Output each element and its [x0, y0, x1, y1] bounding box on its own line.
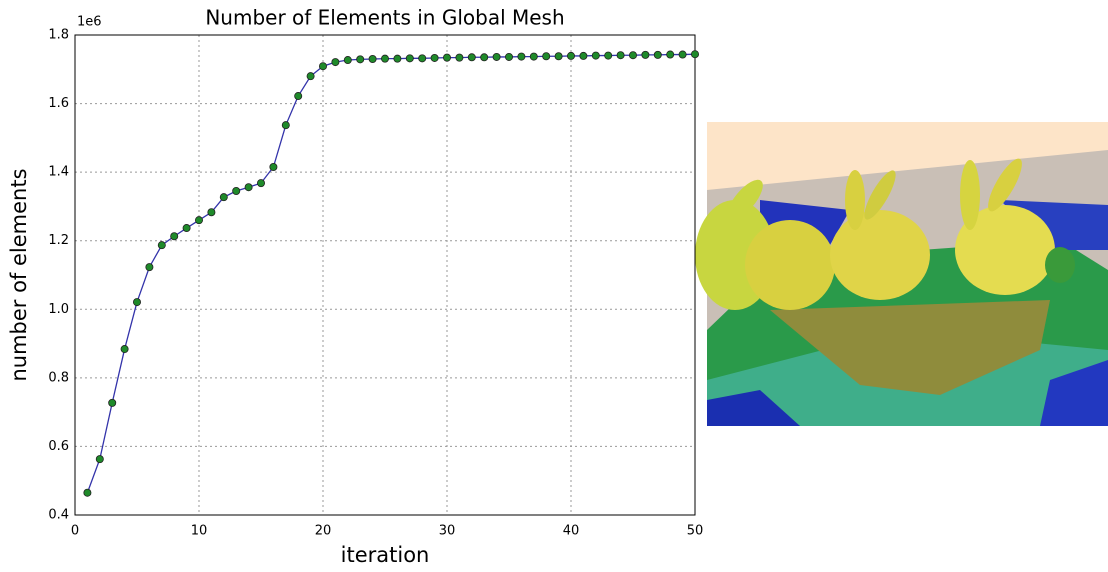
- data-point: [319, 63, 326, 70]
- data-point: [295, 92, 302, 99]
- data-point: [543, 53, 550, 60]
- data-point: [580, 52, 587, 59]
- data-point: [332, 58, 339, 65]
- data-point: [419, 55, 426, 62]
- data-point: [443, 54, 450, 61]
- chart: Number of Elements in Global Mesh iterat…: [0, 0, 1108, 568]
- data-point: [679, 51, 686, 58]
- data-point: [431, 54, 438, 61]
- data-point: [158, 242, 165, 249]
- data-point: [245, 184, 252, 191]
- data-point: [456, 54, 463, 61]
- data-point: [282, 122, 289, 129]
- data-point: [357, 56, 364, 63]
- data-point: [369, 55, 376, 62]
- data-point: [109, 399, 116, 406]
- y-tick-label: 0.4: [48, 508, 69, 523]
- y-tick-label: 0.6: [48, 439, 69, 454]
- data-point: [518, 53, 525, 60]
- y-offset-label: 1e6: [77, 15, 102, 30]
- data-point: [146, 264, 153, 271]
- data-point: [84, 489, 91, 496]
- data-point: [406, 55, 413, 62]
- data-point: [505, 53, 512, 60]
- x-tick-label: 20: [315, 524, 332, 539]
- x-axis-label: iteration: [341, 543, 430, 567]
- data-point: [208, 209, 215, 216]
- data-point: [481, 54, 488, 61]
- y-tick-label: 1.6: [48, 96, 69, 111]
- data-point: [344, 56, 351, 63]
- data-point: [617, 52, 624, 59]
- y-axis-label: number of elements: [7, 168, 31, 381]
- data-point: [195, 217, 202, 224]
- y-tick-label: 0.8: [48, 370, 69, 385]
- y-tick-label: 1.2: [48, 233, 69, 248]
- page: {"chart_data": {"type": "line", "title":…: [0, 0, 1108, 568]
- data-point: [654, 51, 661, 58]
- data-point: [691, 51, 698, 58]
- data-point: [96, 456, 103, 463]
- y-tick-label: 1.0: [48, 302, 69, 317]
- data-point: [642, 51, 649, 58]
- data-point: [270, 163, 277, 170]
- x-tick-label: 50: [687, 524, 704, 539]
- y-tick-label: 1.8: [48, 28, 69, 43]
- data-point: [667, 51, 674, 58]
- data-point: [183, 224, 190, 231]
- x-tick-label: 10: [191, 524, 208, 539]
- data-point: [394, 55, 401, 62]
- data-point: [171, 233, 178, 240]
- data-point: [605, 52, 612, 59]
- data-point: [468, 54, 475, 61]
- data-point: [530, 53, 537, 60]
- data-point: [121, 345, 128, 352]
- x-tick-label: 30: [439, 524, 456, 539]
- data-point: [220, 194, 227, 201]
- mesh-render-image: [695, 122, 1108, 426]
- data-point: [307, 73, 314, 80]
- data-point: [555, 53, 562, 60]
- data-point: [381, 55, 388, 62]
- data-point: [629, 52, 636, 59]
- data-point: [592, 52, 599, 59]
- x-tick-label: 0: [71, 524, 79, 539]
- x-tick-label: 40: [563, 524, 580, 539]
- y-tick-label: 1.4: [48, 165, 69, 180]
- data-point: [233, 187, 240, 194]
- chart-title: Number of Elements in Global Mesh: [205, 6, 564, 30]
- data-point: [133, 298, 140, 305]
- plot-area: [75, 35, 695, 515]
- data-point: [567, 52, 574, 59]
- data-point: [493, 53, 500, 60]
- data-point: [257, 180, 264, 187]
